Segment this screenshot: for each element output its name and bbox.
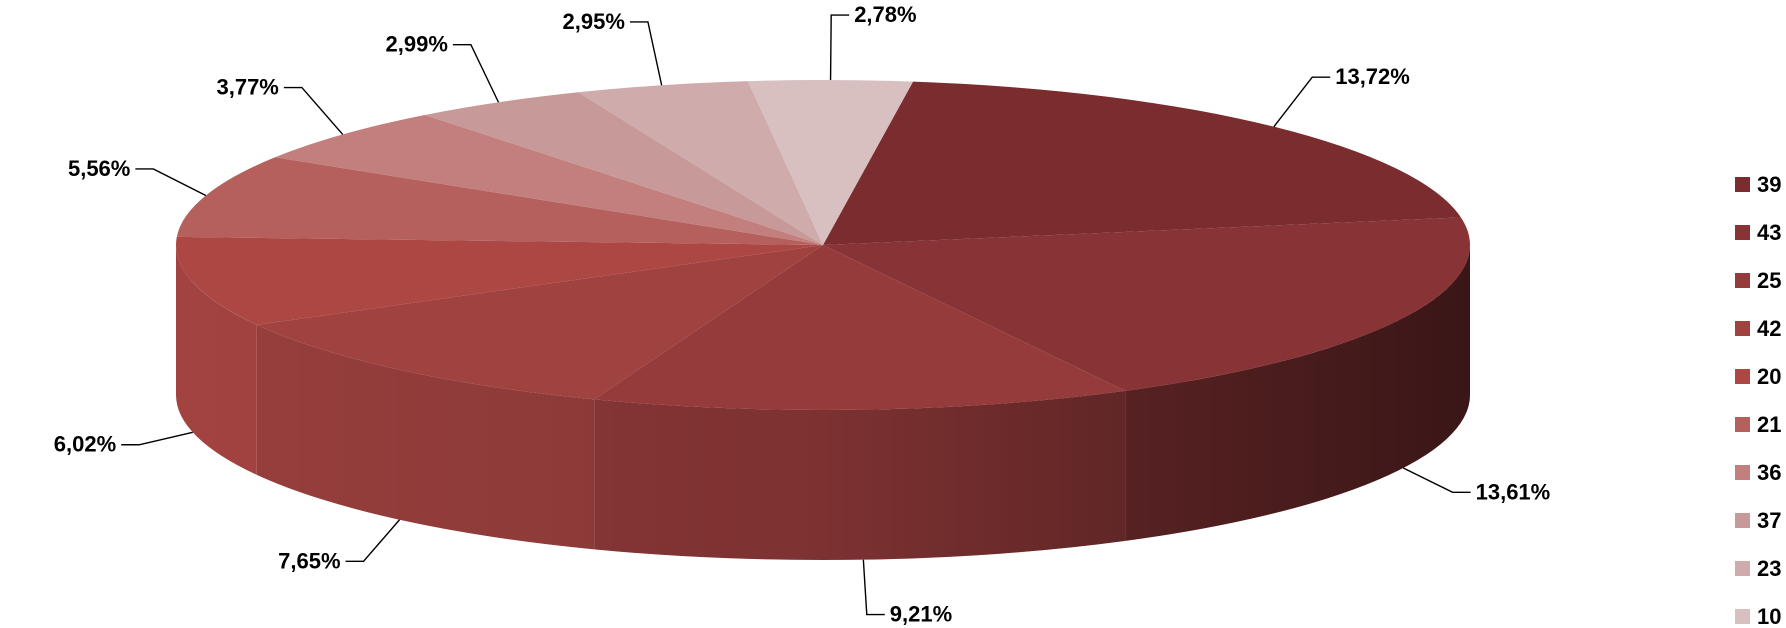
leader-line-37 bbox=[452, 43, 500, 103]
leader-line-25 bbox=[862, 559, 885, 616]
legend-label-36: 36 bbox=[1757, 460, 1781, 485]
legend-swatch-25 bbox=[1735, 273, 1750, 288]
pie-slice-43 bbox=[823, 217, 1470, 391]
data-label-43: 13,61% bbox=[1476, 479, 1551, 504]
legend-swatch-36 bbox=[1735, 465, 1750, 480]
pie-slice-42 bbox=[256, 245, 823, 400]
leader-line-36 bbox=[283, 86, 344, 135]
data-label-36: 3,77% bbox=[216, 75, 278, 100]
legend-label-37: 37 bbox=[1757, 508, 1781, 533]
legend-label-39: 39 bbox=[1757, 172, 1781, 197]
legend-label-23: 23 bbox=[1757, 556, 1781, 581]
legend-swatch-39 bbox=[1735, 177, 1750, 192]
leader-line-43 bbox=[1402, 467, 1471, 493]
pie-slices bbox=[176, 80, 1470, 410]
pie-slice-36 bbox=[275, 114, 823, 245]
pie-slice-20 bbox=[176, 236, 823, 325]
leader-line-42 bbox=[345, 519, 401, 563]
legend-swatch-43 bbox=[1735, 225, 1750, 240]
legend: 39 43 25 42 20 21 36 37 23 10 bbox=[1735, 172, 1781, 628]
data-label-20: 6,02% bbox=[54, 432, 116, 457]
leader-line-21 bbox=[135, 168, 207, 197]
data-labels: 13,72% 13,61% 9,21% 7,65% 6,02% 5,56% 3,77% 2,9… bbox=[54, 2, 1550, 627]
legend-label-25: 25 bbox=[1757, 268, 1781, 293]
leader-line-10 bbox=[829, 14, 850, 81]
pie-slice-37 bbox=[424, 92, 823, 245]
data-label-42: 7,65% bbox=[278, 548, 340, 573]
pie-side-shade-20 bbox=[176, 245, 257, 475]
pie-slice-10 bbox=[747, 80, 914, 245]
legend-label-21: 21 bbox=[1757, 412, 1781, 437]
legend-swatch-20 bbox=[1735, 369, 1750, 384]
legend-swatch-42 bbox=[1735, 321, 1750, 336]
data-label-37: 2,99% bbox=[386, 32, 448, 57]
data-label-10: 2,78% bbox=[854, 2, 916, 27]
legend-label-43: 43 bbox=[1757, 220, 1781, 245]
legend-label-20: 20 bbox=[1757, 364, 1781, 389]
pie-side-shade-25 bbox=[594, 390, 1126, 560]
legend-label-42: 42 bbox=[1757, 316, 1781, 341]
legend-label-10: 10 bbox=[1757, 604, 1781, 628]
leader-line-23 bbox=[629, 21, 663, 86]
pie-side-shade-42 bbox=[256, 324, 595, 550]
pie-sides bbox=[176, 245, 1470, 560]
legend-swatch-23 bbox=[1735, 561, 1750, 576]
leader-line-20 bbox=[121, 431, 193, 446]
legend-swatch-10 bbox=[1735, 609, 1750, 624]
data-label-21: 5,56% bbox=[68, 156, 130, 181]
legend-swatch-21 bbox=[1735, 417, 1750, 432]
pie-slice-21 bbox=[176, 157, 824, 245]
data-label-23: 2,95% bbox=[563, 9, 625, 34]
pie-slice-39 bbox=[823, 81, 1461, 245]
leader-line-39 bbox=[1273, 76, 1331, 128]
legend-swatch-37 bbox=[1735, 513, 1750, 528]
data-label-25: 9,21% bbox=[890, 602, 952, 627]
pie-side-shade-43 bbox=[1125, 245, 1470, 541]
data-label-39: 13,72% bbox=[1335, 64, 1410, 89]
pie-slice-25 bbox=[594, 245, 1126, 410]
pie-slice-23 bbox=[578, 81, 823, 245]
